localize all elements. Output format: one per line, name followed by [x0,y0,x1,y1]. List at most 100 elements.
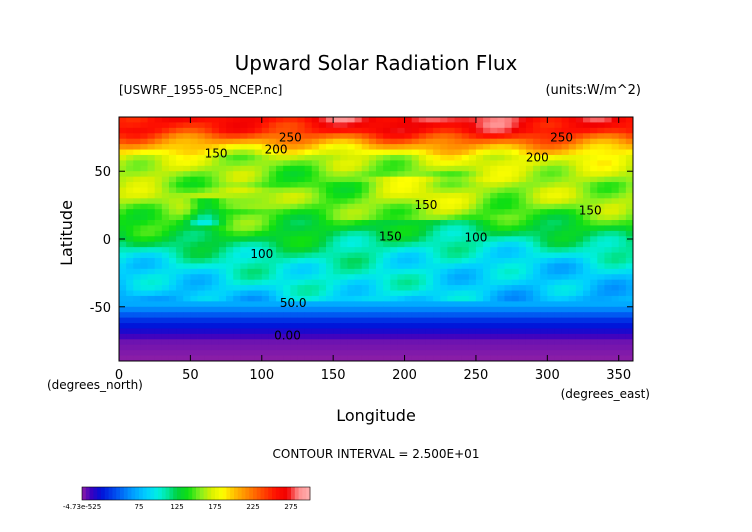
heat-cell [468,220,477,226]
heat-cell [176,350,184,356]
heat-cell [525,127,534,134]
heat-cell [254,252,263,259]
contour-label: 200 [265,143,288,157]
heat-cell [383,203,391,210]
heat-cell [297,312,306,319]
heat-cell [247,236,256,243]
heat-cell [468,285,477,291]
heat-cell [518,187,527,194]
heat-cell [390,171,398,178]
heat-cell [268,187,277,194]
heat-cell [140,225,148,232]
heat-cell [547,252,555,259]
heat-cell [354,160,363,167]
heat-cell [447,176,455,183]
heat-cell [604,323,612,329]
heat-cell [268,203,277,210]
heat-cell [468,257,477,264]
heat-cell [540,165,548,172]
heat-cell [119,225,127,232]
heat-cell [147,133,156,140]
heat-cell [247,230,256,237]
heat-cell [483,138,491,145]
heat-cell [411,209,420,215]
heat-cell [190,306,198,313]
heat-cell [397,257,405,264]
heat-cell [290,274,298,281]
heat-cell [311,247,320,253]
heat-cell [168,236,177,243]
heat-cell [383,285,391,291]
heat-cell [425,230,434,237]
heat-cell [461,182,470,188]
heat-cell [347,301,355,308]
heat-cell [418,133,427,140]
heat-cell [483,182,491,188]
heat-cell [475,350,484,356]
heat-cell [218,230,227,237]
heat-cell [297,241,306,248]
heat-cell [340,138,348,145]
heat-cell [568,323,577,329]
heat-cell [304,290,313,297]
heat-cell [290,252,298,259]
heat-cell [590,236,598,243]
heat-cell [197,285,206,291]
heat-cell [497,214,505,221]
heat-cell [440,268,448,275]
heat-cell [168,144,177,150]
heat-cell [575,241,584,248]
heat-cell [604,144,612,150]
heat-cell [390,127,398,134]
heat-cell [119,209,127,215]
heat-cell [226,279,234,286]
heat-cell [383,268,391,275]
heat-cell [311,138,320,145]
heat-cell [604,257,612,264]
heat-cell [119,339,127,346]
heat-cell [297,355,306,362]
heat-cell [354,225,363,232]
heat-cell [133,306,141,313]
heat-cell [168,350,177,356]
heat-cell [447,241,455,248]
heat-cell [547,160,555,167]
heat-cell [283,225,291,232]
heat-cell [411,285,420,291]
heat-cell [161,182,170,188]
heat-cell [447,295,455,302]
heat-cell [354,268,363,275]
heat-cell [411,171,420,178]
heat-cell [254,225,263,232]
heat-cell [261,312,270,319]
heat-cell [568,149,577,156]
heat-cell [554,176,563,183]
colorbar-swatch [112,487,117,500]
heat-cell [133,127,141,134]
heat-cell [233,263,241,270]
heat-cell [590,187,598,194]
heat-cell [447,344,455,351]
heat-cell [611,323,620,329]
heat-cell [447,203,455,210]
heat-cell [290,290,298,297]
heat-cell [525,241,534,248]
heat-cell [590,241,598,248]
heat-cell [211,230,220,237]
heat-cell [347,230,355,237]
heat-cell [397,301,405,308]
heat-cell [340,301,348,308]
heat-cell [604,160,612,167]
heat-cell [483,203,491,210]
heat-cell [604,165,612,172]
heat-cell [397,355,405,362]
heat-cell [533,295,541,302]
heat-cell [276,122,284,129]
heat-cell [133,230,141,237]
heat-cell [226,133,234,140]
heat-cell [540,154,548,161]
heat-cell [204,192,213,199]
heat-cell [547,274,555,281]
heat-cell [454,225,463,232]
heat-cell [268,209,277,215]
